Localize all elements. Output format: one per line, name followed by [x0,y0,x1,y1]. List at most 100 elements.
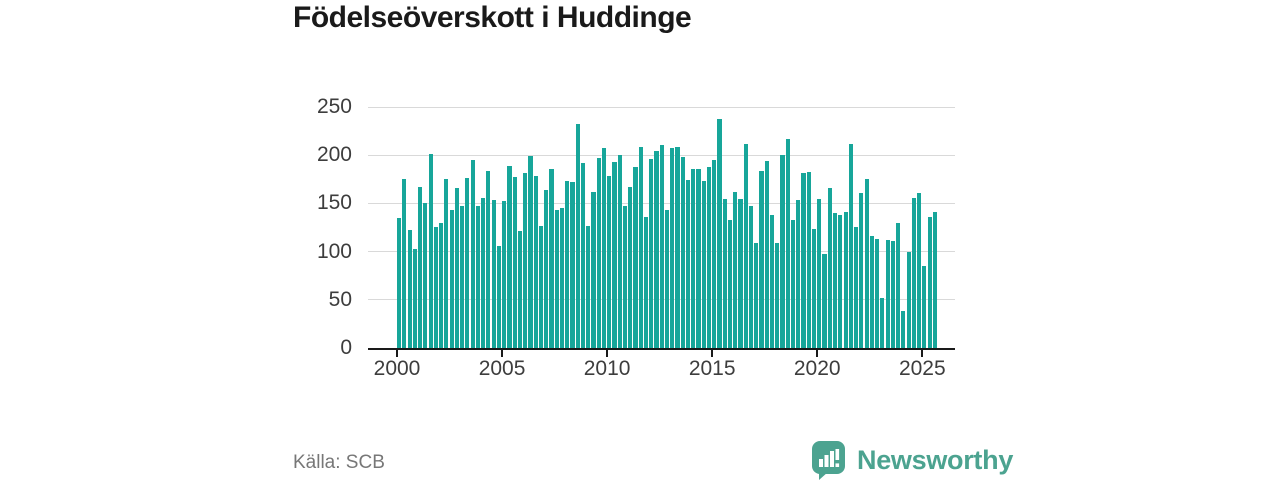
bar [775,242,780,348]
bar [570,182,575,348]
bar [780,155,785,348]
bar [712,160,717,348]
bar [759,170,764,348]
bar [664,210,670,348]
bar [738,198,743,348]
bar [896,222,901,348]
bar [528,156,533,348]
x-tick-label: 2025 [898,357,946,380]
bar [628,187,633,348]
bar [633,166,638,348]
bar [533,176,538,348]
bar [612,161,617,348]
bar [507,165,512,348]
y-tick-label: 100 [316,239,352,263]
x-tick-label: 2000 [373,357,421,380]
bar [544,189,549,348]
bar [601,147,607,348]
bar [491,199,496,348]
y-tick-label: 0 [340,336,352,359]
bar [502,201,507,348]
bar [465,178,470,348]
bar [423,203,428,348]
gridline-250 [368,106,955,108]
x-tick-label: 2015 [688,357,736,380]
brand-name: Newsworthy [857,444,1014,475]
bar [838,214,843,348]
bar [470,160,475,348]
bar [670,147,675,348]
bar [859,192,864,348]
bar [785,138,790,348]
bar [854,226,859,348]
bar [654,151,659,348]
bar [685,180,691,348]
bar [549,168,554,348]
bar [659,144,664,348]
bar [875,239,880,348]
bar [517,231,522,348]
bar [727,219,733,348]
bar [397,217,402,348]
bar [917,192,922,348]
bar [680,157,685,348]
plot-area [368,106,955,350]
bar [523,172,528,348]
bar [696,168,701,348]
bar [927,216,932,348]
bar [764,160,769,348]
bar [890,241,895,348]
bar [901,311,906,348]
bar [880,297,885,348]
bar [643,216,649,348]
bar [591,191,596,348]
bar [869,236,874,348]
bar [428,154,433,348]
bar [607,176,612,348]
bar [811,229,817,348]
y-tick-label: 150 [316,191,352,215]
y-tick-label: 50 [328,287,352,311]
bar [822,253,827,348]
source-note: Källa: SCB [293,452,385,473]
bar [439,222,444,348]
bar [843,212,848,348]
bar [675,146,680,348]
bar [554,210,559,348]
x-tick-mark [711,349,714,357]
y-tick-label: 250 [316,95,352,118]
bar [722,198,727,348]
bar [449,210,454,348]
bar [496,245,501,348]
x-axis-baseline [368,348,955,350]
chart-title: Födelseöverskott i Huddinge [293,1,692,34]
bar [622,206,628,348]
x-tick-label: 2020 [793,357,841,380]
x-tick-mark [606,349,609,357]
bar [407,230,412,348]
bar [402,179,407,348]
bar [486,170,491,348]
bar [796,199,801,348]
bar [575,124,580,348]
bar [733,191,738,348]
bar [743,143,748,348]
bar [827,187,832,348]
bar [932,212,937,348]
x-tick-mark [816,349,819,357]
bar [848,143,853,348]
bar [748,206,754,348]
bar [565,181,570,348]
bar [586,225,591,348]
bar [412,248,417,348]
bar [769,214,775,348]
bar [418,187,423,348]
bar [922,266,927,348]
bar [691,168,696,348]
bar [717,118,722,348]
bar [512,177,517,348]
bar [817,198,822,348]
x-tick-label: 2010 [583,357,631,380]
bar [481,197,486,348]
bar [806,171,811,348]
